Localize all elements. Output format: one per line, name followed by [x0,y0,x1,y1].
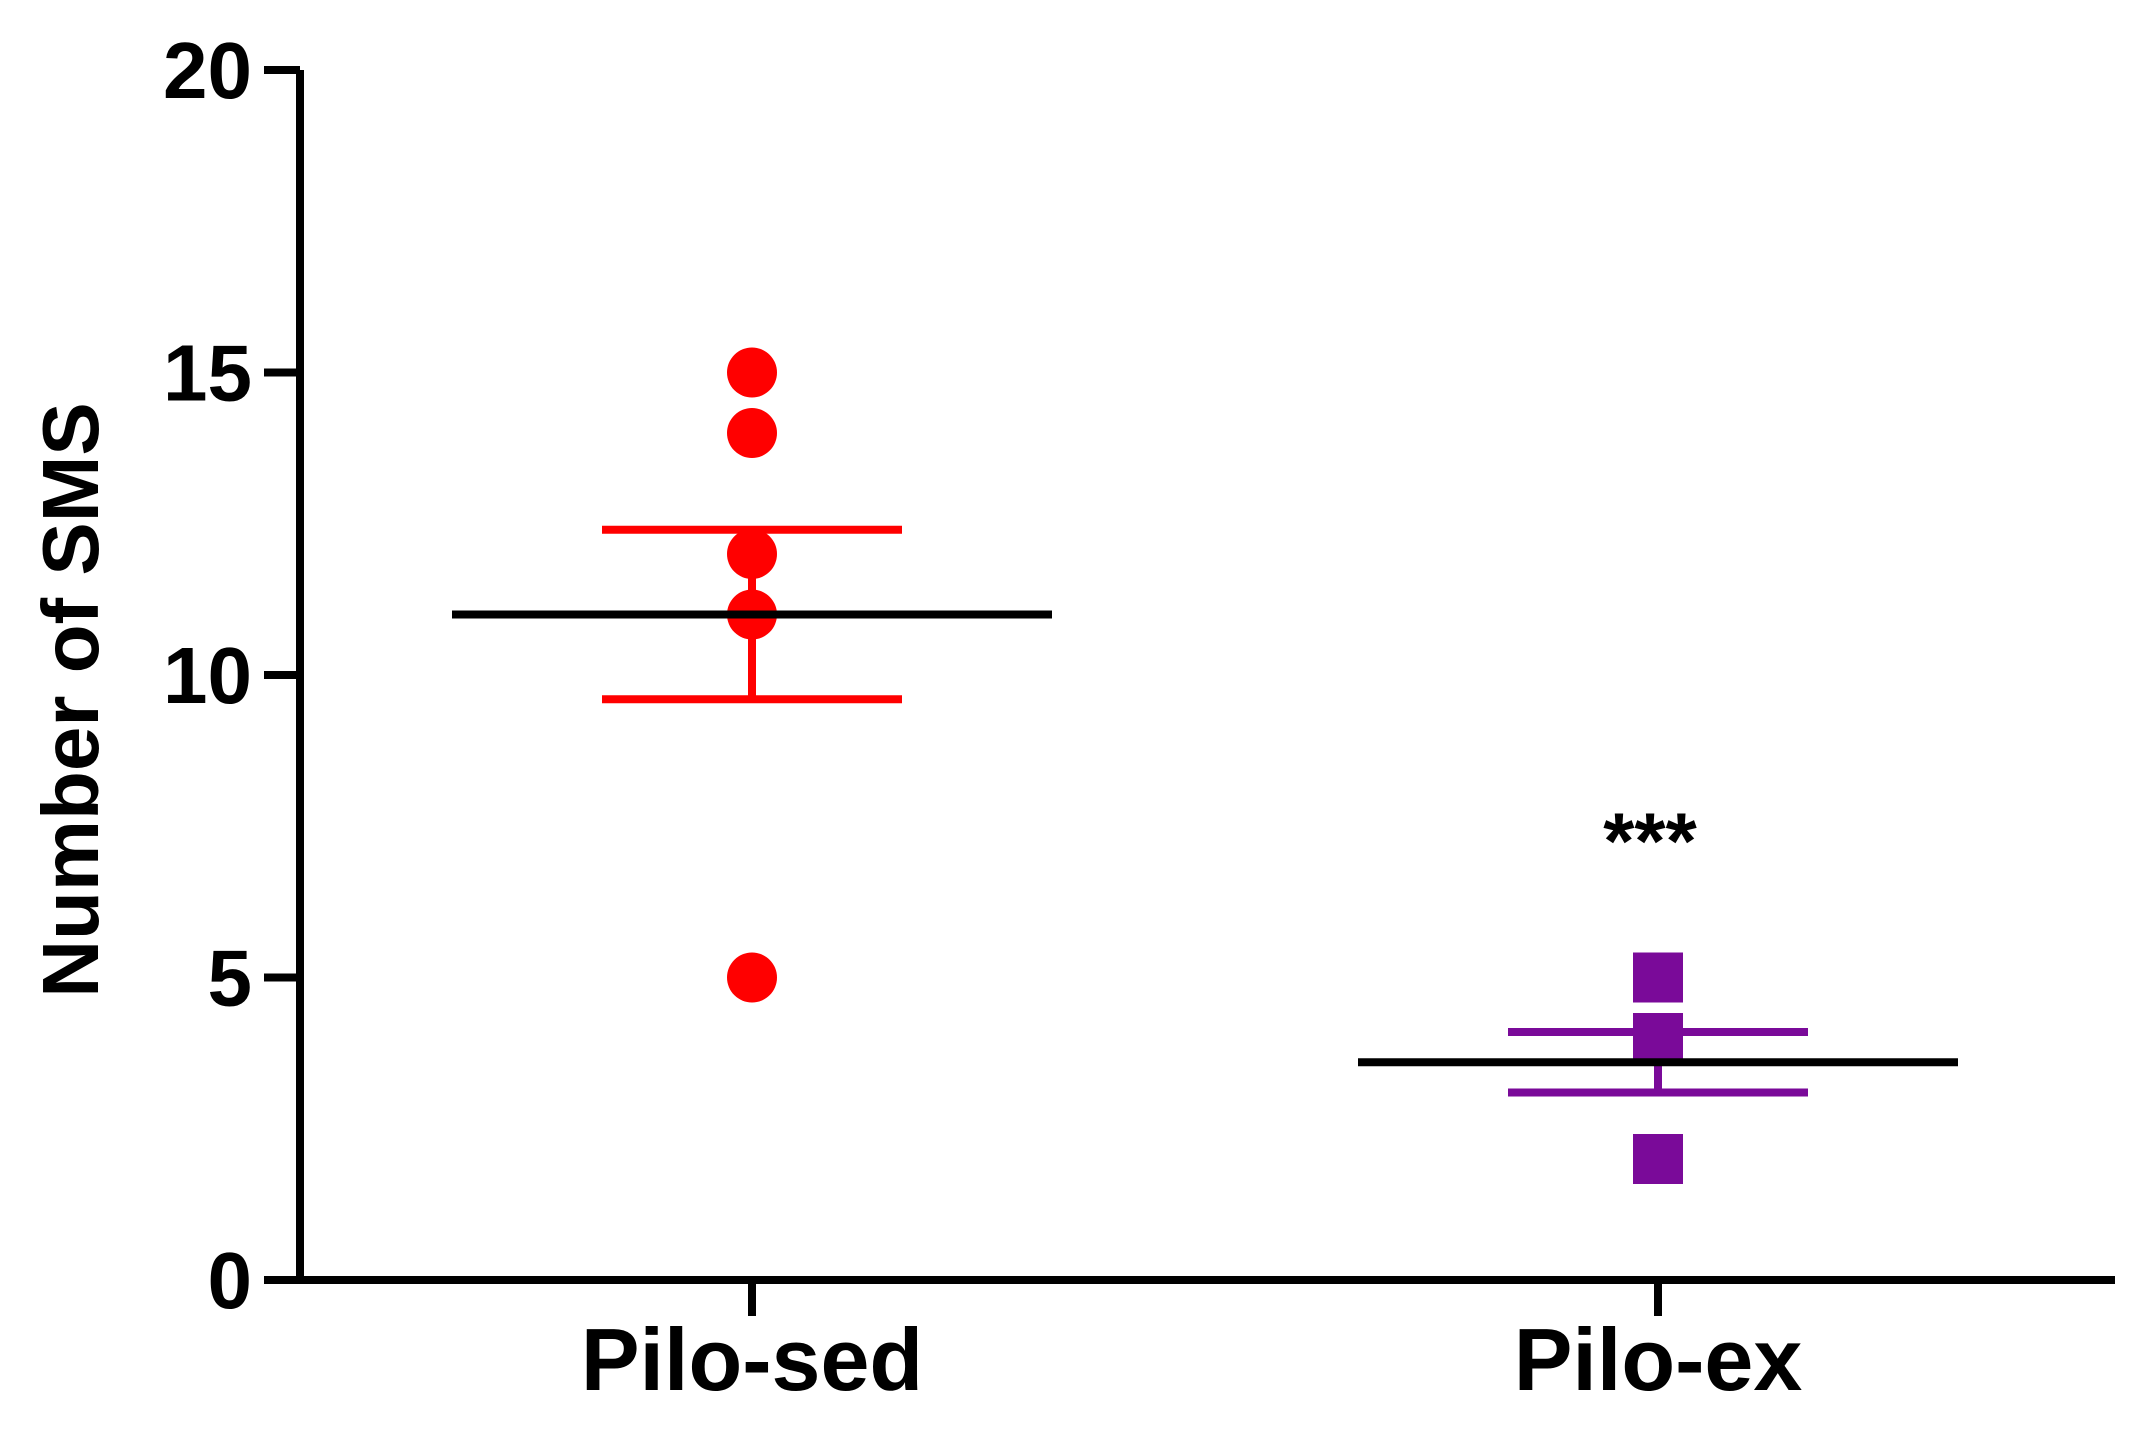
y-tick-label: 5 [208,934,253,1023]
x-tick-label: Pilo-sed [581,1310,923,1409]
significance-annotation: *** [1603,796,1697,885]
x-tick-label: Pilo-ex [1514,1310,1803,1409]
data-point [727,952,777,1003]
y-tick-label: 0 [208,1236,253,1325]
y-axis-title: Number of SMS [26,402,115,998]
y-tick-label: 10 [163,631,252,720]
data-point [727,408,777,458]
series-pilo-ex: *** [1358,796,1958,1184]
data-point [1633,952,1683,1003]
data-point [727,347,777,398]
y-tick-label: 15 [163,329,252,418]
axes: 0 5 10 15 20 Pilo-sed Pilo-ex [163,26,2115,1409]
data-point [1633,1134,1683,1184]
chart-marks: *** [452,347,1958,1184]
series-pilo-sed [452,347,1052,1003]
y-tick-label: 20 [163,26,252,115]
